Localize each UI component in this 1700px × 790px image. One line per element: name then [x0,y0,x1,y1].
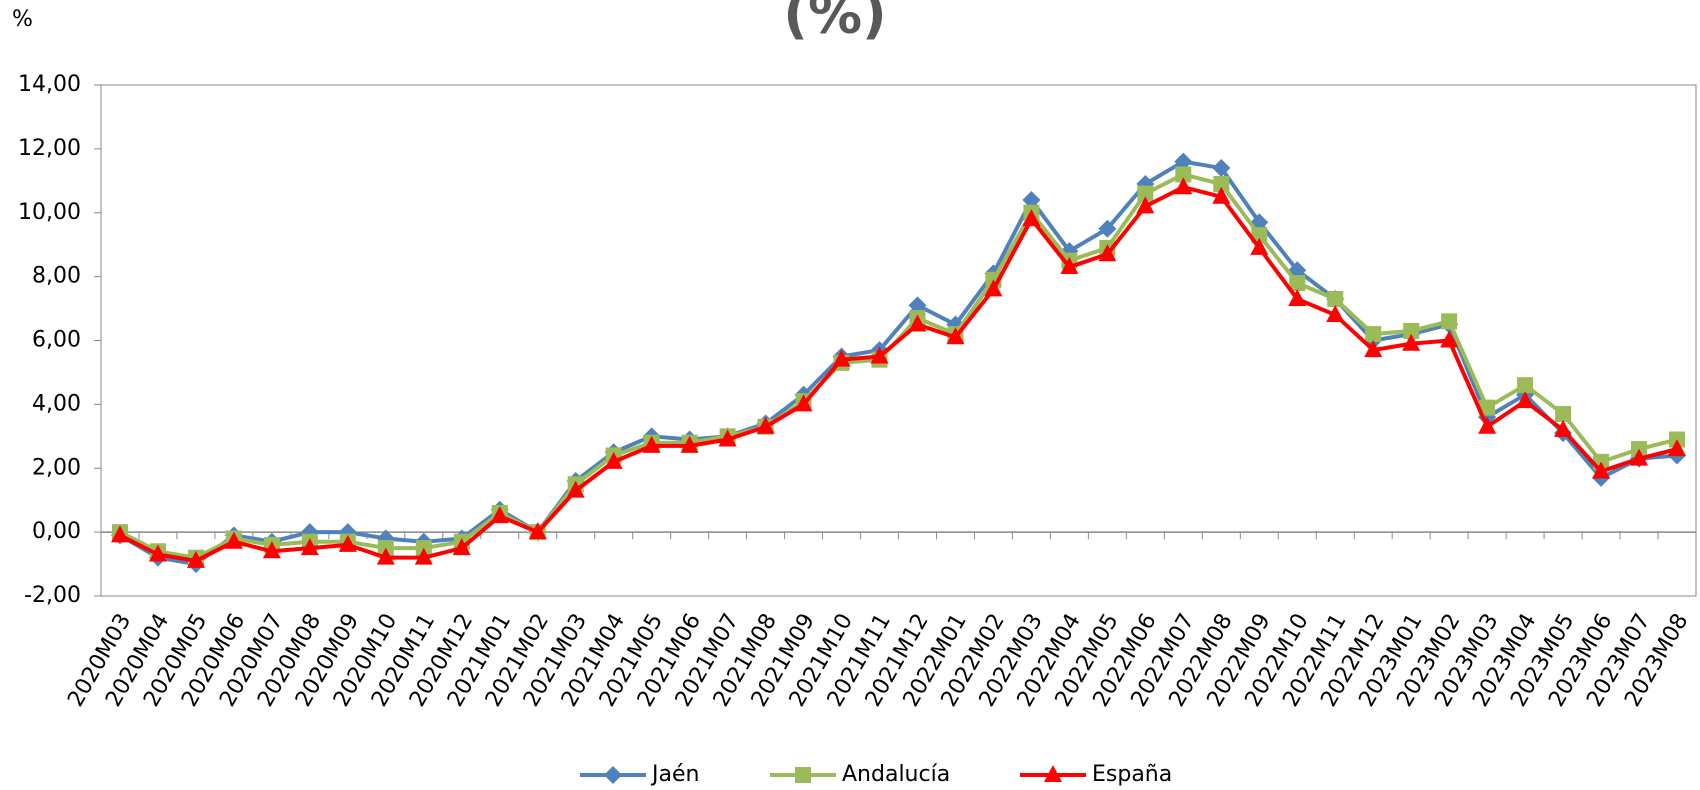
y-tick-label: 14,00 [18,72,81,97]
marker [908,296,927,315]
marker [1288,288,1307,306]
marker [1630,448,1649,466]
marker [1022,209,1041,227]
legend-marker [604,766,622,784]
marker [1136,196,1155,214]
marker [756,416,775,434]
marker [1060,242,1079,261]
legend-label: España [1092,762,1172,787]
marker [1212,159,1231,178]
marker [1213,176,1230,193]
marker [1098,219,1117,238]
y-axis-label: % [12,7,33,32]
marker [1137,185,1154,202]
marker [794,394,813,412]
y-tick-label: -2,00 [24,583,81,608]
legend-marker [795,767,811,783]
marker [1289,275,1306,292]
chart-title: (%) [783,0,886,46]
marker [376,547,395,565]
legend-label: Andalucía [842,762,950,787]
marker [1175,166,1192,183]
marker [1517,377,1534,394]
marker [718,429,737,447]
marker [1250,237,1269,255]
marker [1174,152,1193,171]
marker [1365,326,1382,343]
marker [984,279,1003,297]
marker [1441,313,1458,330]
marker [1022,190,1041,209]
marker [1554,419,1573,437]
marker [490,506,509,524]
marker [870,346,889,364]
y-tick-label: 0,00 [32,519,81,544]
marker [1555,405,1572,422]
marker [642,435,661,453]
marker [1402,333,1421,351]
legend-marker [1044,765,1062,782]
y-tick-label: 2,00 [32,455,81,480]
marker [1364,340,1383,358]
marker [1098,244,1117,262]
marker [262,541,281,559]
marker [1668,439,1687,457]
y-tick-label: 10,00 [18,200,81,225]
marker [1251,227,1268,244]
marker [300,538,319,556]
marker [566,480,585,498]
marker [110,525,129,543]
series-line [119,172,1678,560]
y-tick-label: 4,00 [32,391,81,416]
marker [414,547,433,565]
y-tick-label: 8,00 [32,264,81,289]
marker [1174,177,1193,195]
marker [186,550,205,568]
marker [528,522,547,540]
marker [1479,399,1496,416]
marker [1516,391,1535,409]
marker [1592,461,1611,479]
marker [338,534,357,552]
marker [452,538,471,556]
y-tick-label: 12,00 [18,136,81,161]
marker [604,451,623,469]
legend-label: Jaén [650,762,699,787]
marker [224,531,243,549]
marker [1060,257,1079,275]
marker [1478,416,1497,434]
marker [832,349,851,367]
series-line [119,185,1678,563]
marker [1403,322,1420,339]
marker [1326,304,1345,322]
marker [1212,186,1231,204]
marker [1440,330,1459,348]
series-line [118,159,1678,567]
marker [946,327,965,345]
y-tick-label: 6,00 [32,328,81,353]
marker [908,314,927,332]
marker [680,435,699,453]
marker [1327,290,1344,307]
marker [148,544,167,562]
